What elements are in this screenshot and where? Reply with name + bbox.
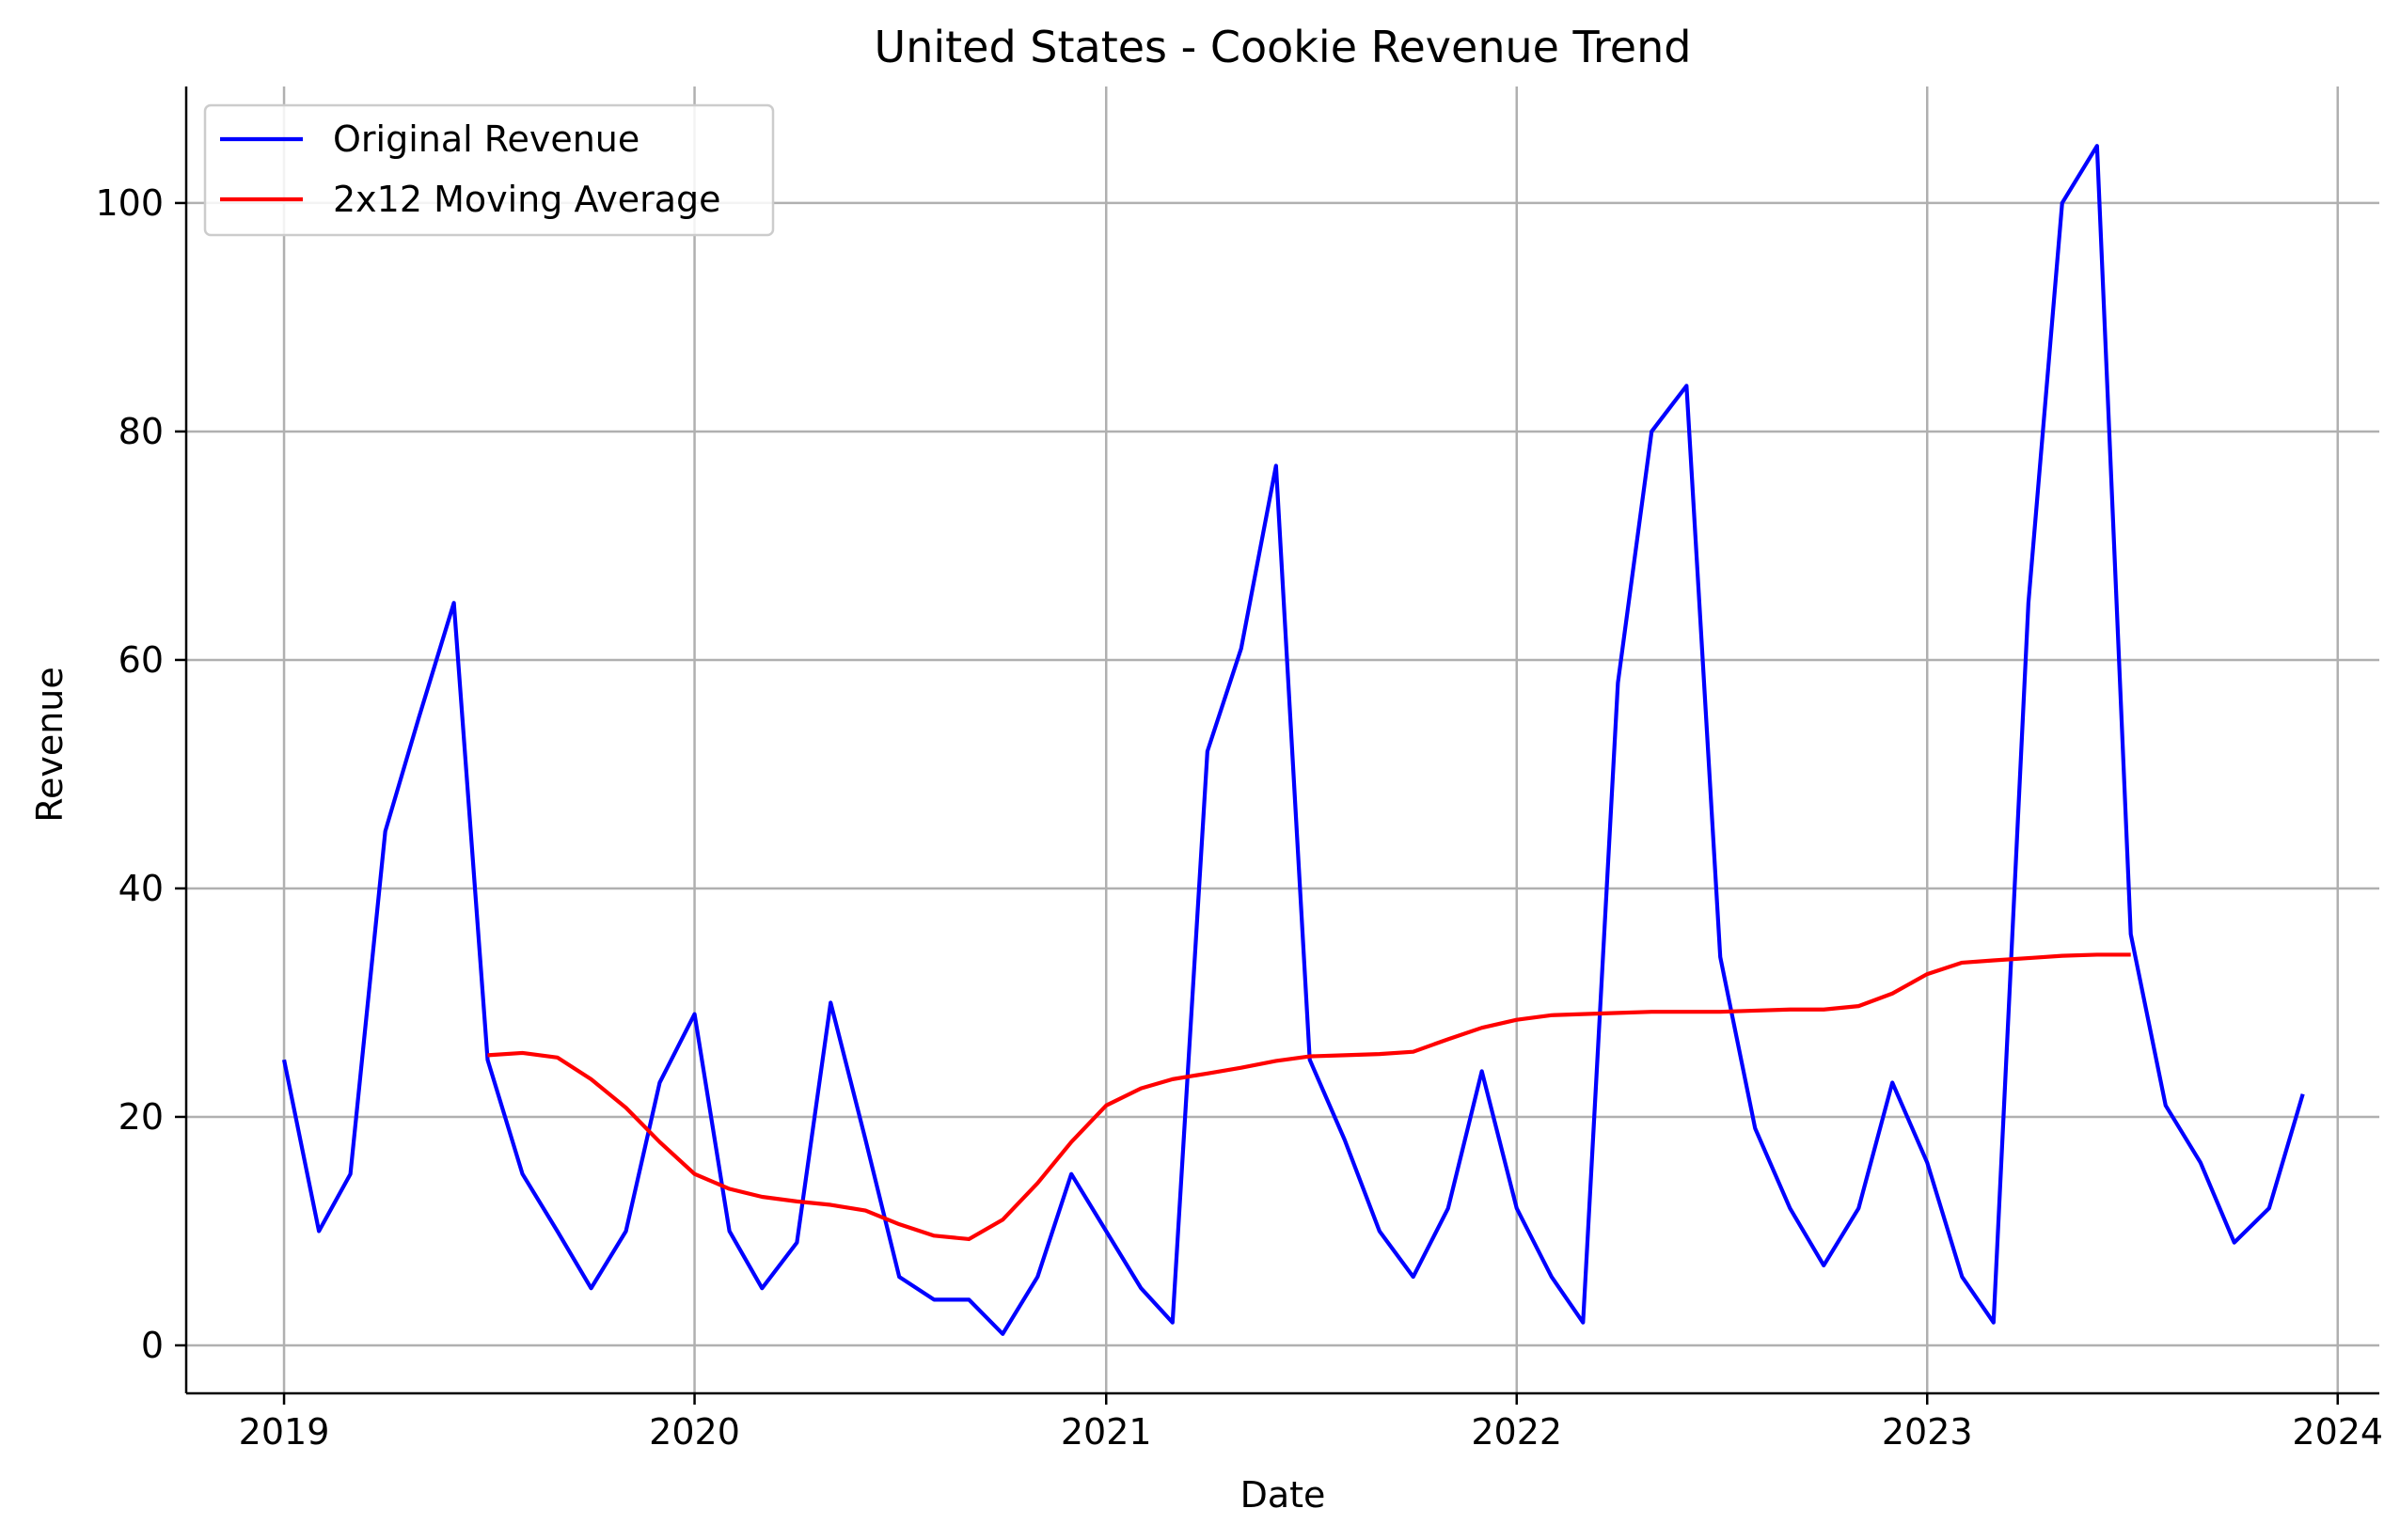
x-tick-label: 2024 [2292, 1411, 2383, 1453]
y-axis-label: Revenue [29, 667, 71, 823]
legend-label-original-revenue: Original Revenue [333, 118, 639, 160]
legend-label-moving-average: 2x12 Moving Average [333, 179, 721, 220]
y-tick-label: 20 [118, 1096, 164, 1138]
x-tick-label: 2022 [1471, 1411, 1562, 1453]
axes [184, 86, 2379, 1395]
chart-title: United States - Cookie Revenue Trend [875, 22, 1692, 72]
series-line-original-revenue [281, 144, 2305, 1336]
x-tick-label: 2020 [649, 1411, 740, 1453]
x-tick-label: 2023 [1882, 1411, 1973, 1453]
x-tick-label: 2019 [239, 1411, 330, 1453]
legend-box [203, 103, 775, 237]
grid-lines [186, 86, 2379, 1393]
legend: Original Revenue 2x12 Moving Average [203, 103, 775, 237]
x-tick-label: 2021 [1061, 1411, 1152, 1453]
series-lines [281, 144, 2305, 1336]
y-tick-label: 0 [141, 1325, 164, 1366]
tick-marks: 2019 2020 2021 2022 2023 2024 0 20 40 60 80 100 [95, 182, 2383, 1453]
y-tick-label: 80 [118, 411, 164, 452]
y-tick-label: 40 [118, 868, 164, 909]
x-axis-label: Date [1240, 1474, 1326, 1516]
series-line-2x12-moving-average [487, 952, 2131, 1242]
y-tick-label: 60 [118, 639, 164, 681]
y-tick-label: 100 [95, 182, 164, 224]
